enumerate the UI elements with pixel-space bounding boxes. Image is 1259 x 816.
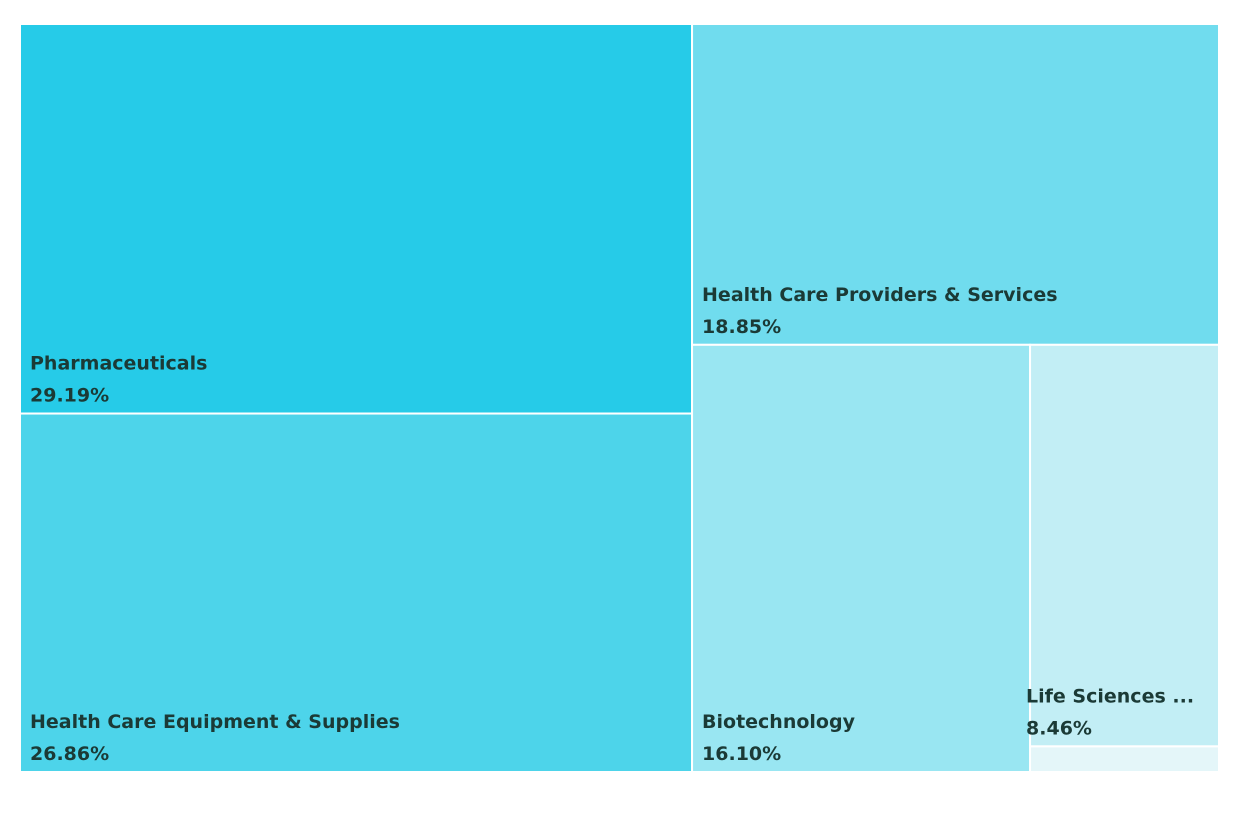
tile-value-health-care-providers-services: 18.85% — [702, 316, 781, 338]
tile-value-pharmaceuticals: 29.19% — [30, 385, 109, 407]
tile-biotechnology[interactable] — [691, 343, 1032, 773]
tile-health-care-providers-services[interactable] — [691, 23, 1220, 346]
tile-label-life-sciences: Life Sciences ... — [1026, 685, 1194, 707]
tile-other[interactable] — [1029, 745, 1221, 774]
tile-value-health-care-equipment-supplies: 26.86% — [30, 743, 109, 765]
tile-health-care-equipment-supplies[interactable] — [19, 412, 694, 773]
tile-label-health-care-equipment-supplies: Health Care Equipment & Supplies — [30, 711, 400, 733]
treemap-tiles: Pharmaceuticals 29.19% Health Care Equipme… — [19, 23, 1221, 774]
tile-value-biotechnology: 16.10% — [702, 743, 781, 765]
tile-pharmaceuticals[interactable] — [19, 23, 694, 415]
tile-life-sciences[interactable] — [1029, 343, 1221, 748]
tile-value-life-sciences: 8.46% — [1026, 717, 1092, 739]
tile-label-pharmaceuticals: Pharmaceuticals — [30, 353, 207, 375]
tile-label-health-care-providers-services: Health Care Providers & Services — [702, 284, 1058, 306]
tile-label-biotechnology: Biotechnology — [702, 711, 856, 733]
